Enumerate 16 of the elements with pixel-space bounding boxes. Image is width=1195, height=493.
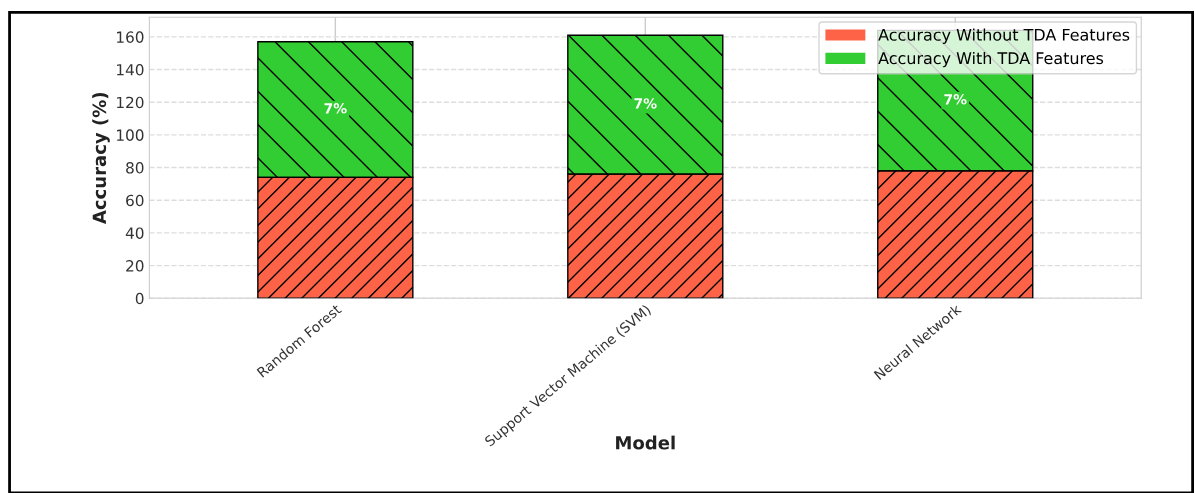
y-tick-label: 140	[117, 64, 144, 76]
y-tick-label: 40	[125, 227, 144, 239]
y-tick-label: 20	[126, 260, 144, 272]
annotation: 7%	[324, 103, 347, 114]
y-tick-label: 100	[117, 129, 144, 141]
y-tick-label: 60	[126, 194, 144, 207]
y-tick-label: 0	[135, 292, 144, 305]
y-tick-label: 120	[117, 96, 144, 109]
annotation: 7%	[634, 98, 657, 109]
legend-label: Accuracy With TDA Features	[878, 51, 1104, 68]
annotation: 7%	[944, 94, 967, 105]
y-axis-title: Accuracy (%)	[92, 92, 110, 225]
y-tick-label: 80	[126, 162, 144, 174]
y-tick-label: 160	[117, 31, 144, 43]
legend-label: Accuracy Without TDA Features	[878, 28, 1130, 44]
x-axis-title: Model	[616, 435, 675, 450]
